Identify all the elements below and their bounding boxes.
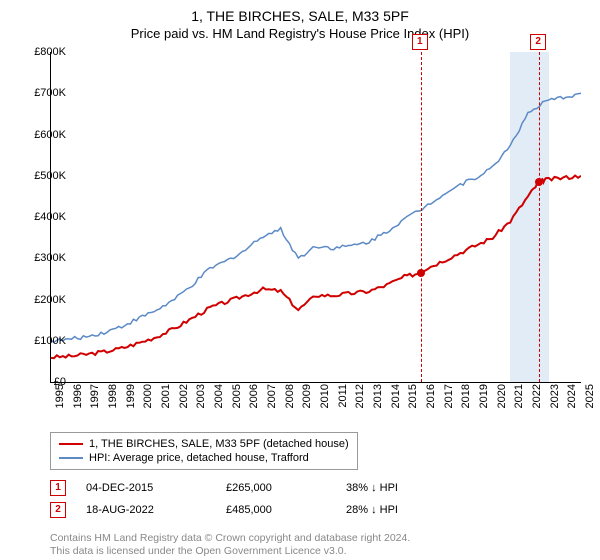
sale-row: 2 18-AUG-2022£485,00028% ↓ HPI [50, 502, 398, 518]
x-tick-label: 2017 [443, 384, 455, 424]
x-tick-label: 2021 [513, 384, 525, 424]
legend-item: 1, THE BIRCHES, SALE, M33 5PF (detached … [59, 437, 349, 451]
sale-dot [417, 269, 425, 277]
x-tick-label: 2001 [160, 384, 172, 424]
sale-marker-box: 2 [530, 34, 546, 50]
footer-line-1: Contains HM Land Registry data © Crown c… [50, 532, 410, 544]
line-plot [51, 52, 581, 382]
sale-vline [539, 52, 540, 382]
x-tick-label: 2002 [178, 384, 190, 424]
y-tick-label: £700K [34, 87, 66, 99]
x-tick-label: 2018 [460, 384, 472, 424]
legend-swatch [59, 457, 83, 459]
y-tick-label: £300K [34, 252, 66, 264]
legend: 1, THE BIRCHES, SALE, M33 5PF (detached … [50, 432, 358, 470]
x-tick-label: 2014 [390, 384, 402, 424]
y-tick-label: £800K [34, 46, 66, 58]
sale-pct: 28% ↓ HPI [346, 504, 398, 516]
sale-pct: 38% ↓ HPI [346, 482, 398, 494]
sale-marker-box: 1 [412, 34, 428, 50]
sale-dot [535, 178, 543, 186]
sale-price: £265,000 [226, 482, 346, 494]
footer-line-2: This data is licensed under the Open Gov… [50, 545, 347, 557]
legend-label: HPI: Average price, detached house, Traf… [89, 452, 309, 464]
y-tick-label: £600K [34, 129, 66, 141]
x-tick-label: 2003 [195, 384, 207, 424]
x-tick-label: 2022 [531, 384, 543, 424]
y-tick-label: £400K [34, 211, 66, 223]
plot-area [50, 52, 581, 383]
legend-swatch [59, 443, 83, 445]
x-tick-label: 1999 [125, 384, 137, 424]
x-tick-label: 2005 [231, 384, 243, 424]
x-tick-label: 2013 [372, 384, 384, 424]
x-tick-label: 2015 [407, 384, 419, 424]
legend-label: 1, THE BIRCHES, SALE, M33 5PF (detached … [89, 438, 349, 450]
sale-vline [421, 52, 422, 382]
x-tick-label: 1997 [89, 384, 101, 424]
sale-date: 04-DEC-2015 [86, 482, 226, 494]
x-tick-label: 2025 [584, 384, 596, 424]
y-tick-label: £100K [34, 335, 66, 347]
x-tick-label: 2016 [425, 384, 437, 424]
sale-row-marker: 1 [50, 480, 66, 496]
sale-row: 1 04-DEC-2015£265,00038% ↓ HPI [50, 480, 398, 496]
y-tick-label: £200K [34, 294, 66, 306]
x-tick-label: 2007 [266, 384, 278, 424]
x-tick-label: 1998 [107, 384, 119, 424]
sale-price: £485,000 [226, 504, 346, 516]
x-tick-label: 2009 [301, 384, 313, 424]
series-line-red [51, 176, 581, 359]
x-tick-label: 2004 [213, 384, 225, 424]
legend-item: HPI: Average price, detached house, Traf… [59, 451, 349, 465]
chart-subtitle: Price paid vs. HM Land Registry's House … [0, 24, 600, 47]
x-tick-label: 2020 [496, 384, 508, 424]
x-tick-label: 1995 [54, 384, 66, 424]
y-tick-label: £500K [34, 170, 66, 182]
sale-date: 18-AUG-2022 [86, 504, 226, 516]
chart-container: 1, THE BIRCHES, SALE, M33 5PF Price paid… [0, 0, 600, 560]
x-tick-label: 2019 [478, 384, 490, 424]
series-line-blue [51, 93, 581, 342]
x-tick-label: 1996 [72, 384, 84, 424]
x-tick-label: 2000 [142, 384, 154, 424]
x-tick-label: 2008 [284, 384, 296, 424]
x-tick-label: 2010 [319, 384, 331, 424]
x-tick-label: 2012 [354, 384, 366, 424]
chart-title: 1, THE BIRCHES, SALE, M33 5PF [0, 0, 600, 24]
x-tick-label: 2024 [566, 384, 578, 424]
x-tick-label: 2006 [248, 384, 260, 424]
x-tick-label: 2011 [337, 384, 349, 424]
x-tick-label: 2023 [549, 384, 561, 424]
sale-row-marker: 2 [50, 502, 66, 518]
